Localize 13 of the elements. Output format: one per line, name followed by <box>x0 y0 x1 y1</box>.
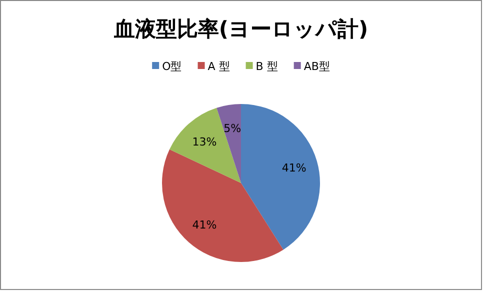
legend-label: A 型 <box>208 60 230 73</box>
data-label: 41% <box>282 161 306 174</box>
data-label: 13% <box>192 135 217 148</box>
legend-label: O型 <box>162 60 182 73</box>
legend-label: B 型 <box>256 60 278 73</box>
pie-slice <box>216 104 241 183</box>
legend-label: AB型 <box>304 60 330 73</box>
chart-title: 血液型比率(ヨーロッパ計) <box>112 17 368 41</box>
data-label: 41% <box>192 218 217 232</box>
pie-slice <box>170 108 241 183</box>
pie-slice <box>241 104 320 250</box>
pie-slice <box>162 149 284 262</box>
data-label: 5% <box>224 122 242 136</box>
